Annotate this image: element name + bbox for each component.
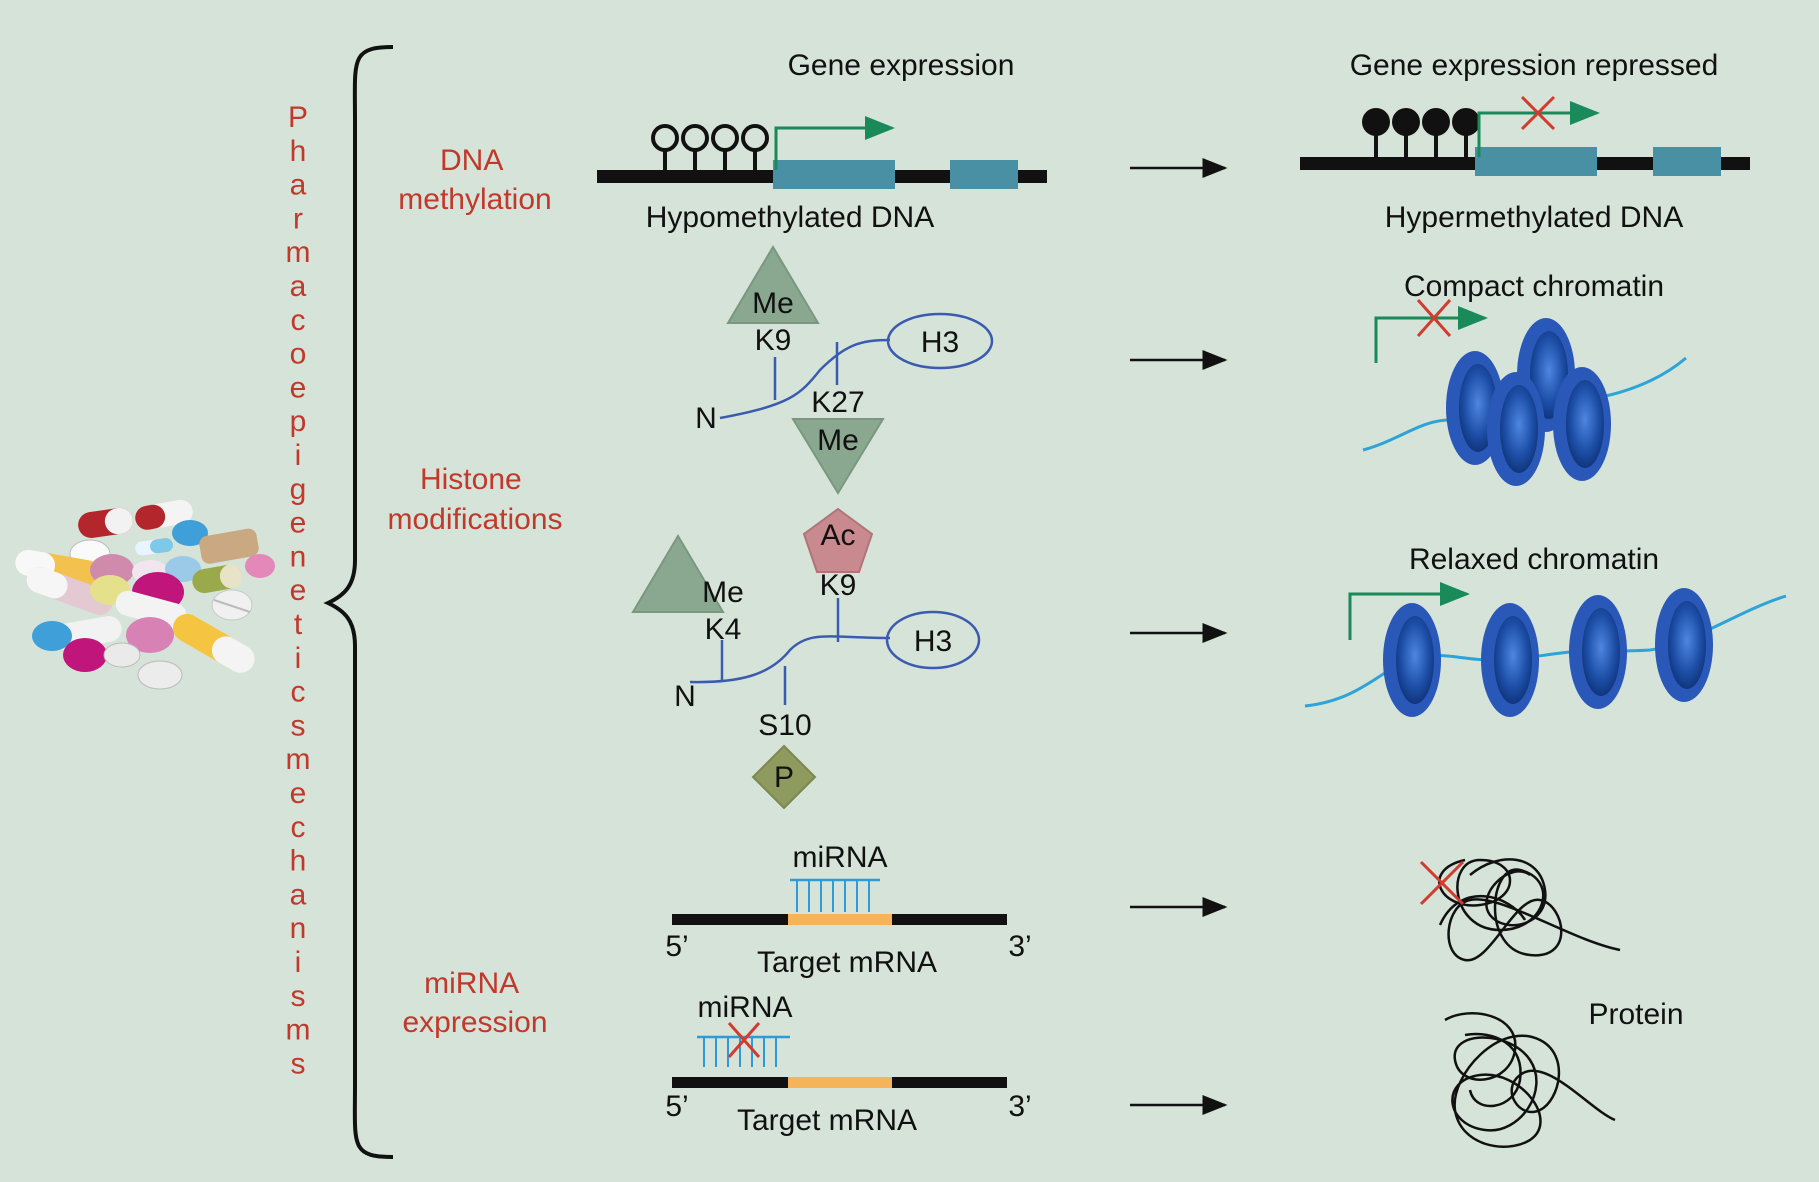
me-k27-label: Me xyxy=(817,424,859,457)
me-k4-label: Me xyxy=(702,576,744,609)
n-terminus-label: N xyxy=(695,402,717,435)
k9-ac-label: K9 xyxy=(820,569,857,602)
vertical-title-letter: o xyxy=(290,338,307,371)
compact-chromatin xyxy=(1362,299,1687,486)
vertical-title-letter: s xyxy=(291,980,306,1013)
vertical-title-letter: a xyxy=(290,169,307,202)
relaxed-chromatin xyxy=(1304,582,1787,717)
vertical-title-letter: e xyxy=(290,507,307,540)
vertical-title-letter: i xyxy=(295,946,302,979)
vertical-title-letter: m xyxy=(286,743,311,776)
grouping-brace xyxy=(323,45,394,1159)
three-prime-bottom: 3’ xyxy=(1008,1090,1031,1123)
drug-pills-illustration xyxy=(15,499,275,690)
vertical-title-letter: n xyxy=(290,540,307,573)
hypermethylated-dna-gene xyxy=(1300,95,1750,176)
vertical-title-letter: a xyxy=(290,878,307,911)
hypomethylated-dna-label: Hypomethylated DNA xyxy=(646,201,934,234)
vertical-title-letter: c xyxy=(291,676,306,709)
vertical-title-letter: m xyxy=(286,236,311,269)
vertical-title-letter: h xyxy=(290,845,307,878)
mechanism-histone-modifications: Histone modifications xyxy=(387,463,562,536)
relaxed-chromatin-label: Relaxed chromatin xyxy=(1409,543,1659,576)
vertical-title-letter: t xyxy=(294,608,303,641)
vertical-title-letter: s xyxy=(291,709,306,742)
me-k9-label: Me xyxy=(752,287,794,320)
histone-tail-repressive xyxy=(719,245,994,495)
vertical-title-letter: r xyxy=(293,202,303,235)
vertical-title-letter: e xyxy=(290,777,307,810)
mirna-top-label: miRNA xyxy=(793,841,888,874)
vertical-title-letter: c xyxy=(291,304,306,337)
compact-chromatin-label: Compact chromatin xyxy=(1404,270,1664,303)
n-terminus-bottom-label: N xyxy=(674,680,696,713)
vertical-title-letter: c xyxy=(291,811,306,844)
target-mrna-bottom-label: Target mRNA xyxy=(737,1104,917,1137)
target-mrna-top-label: Target mRNA xyxy=(757,946,937,979)
protein-translation-blocked xyxy=(1438,858,1621,962)
hypomethylated-dna-gene xyxy=(597,116,1047,189)
k9-label: K9 xyxy=(755,324,792,357)
vertical-title-letter: m xyxy=(286,1014,311,1047)
header-gene-expression-repressed: Gene expression repressed xyxy=(1350,49,1719,82)
k4-label: K4 xyxy=(705,613,742,646)
vertical-title-letter: i xyxy=(295,642,302,675)
vertical-title-letter: P xyxy=(288,101,308,134)
vertical-title-letter: h xyxy=(290,135,307,168)
vertical-title-letter: i xyxy=(295,439,302,472)
vertical-title-letter: n xyxy=(290,912,307,945)
mechanism-mirna-expression: miRNA expression xyxy=(402,967,547,1039)
s10-label: S10 xyxy=(758,709,811,742)
header-gene-expression: Gene expression xyxy=(788,49,1015,82)
five-prime-bottom: 5’ xyxy=(665,1090,688,1123)
mirna-binding-target-mrna xyxy=(672,878,1007,925)
vertical-title-letter: e xyxy=(290,574,307,607)
five-prime-top: 5’ xyxy=(665,930,688,963)
protein-label: Protein xyxy=(1588,998,1683,1031)
protein-translated xyxy=(1444,1012,1616,1148)
histone-tail-activating xyxy=(631,507,981,810)
vertical-title-letter: s xyxy=(291,1047,306,1080)
hypermethylated-dna-label: Hypermethylated DNA xyxy=(1385,201,1683,234)
p-label: P xyxy=(774,761,794,794)
vertical-title-letter: p xyxy=(290,405,307,438)
mirna-bottom-label: miRNA xyxy=(698,991,793,1024)
vertical-title-letter: a xyxy=(290,270,307,303)
h3-label: H3 xyxy=(921,326,959,359)
ac-label: Ac xyxy=(820,519,855,552)
vertical-title-letter: g xyxy=(290,473,307,506)
k27-label: K27 xyxy=(811,386,864,419)
vertical-title-letter: e xyxy=(290,371,307,404)
h3-bottom-label: H3 xyxy=(914,625,952,658)
three-prime-top: 3’ xyxy=(1008,930,1031,963)
translation-blocked-x xyxy=(1419,860,1465,906)
mirna-blocked-target-mrna xyxy=(672,1022,1007,1088)
mechanism-dna-methylation: DNA methylation xyxy=(398,144,551,216)
